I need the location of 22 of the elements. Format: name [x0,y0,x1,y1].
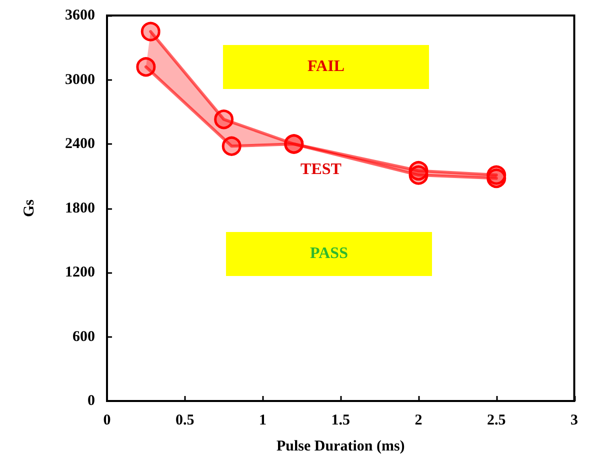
y-tick-label: 2400 [65,136,95,152]
x-tick-label: 0.5 [176,412,194,428]
x-tick-label: 2 [414,412,422,428]
y-tick-label: 1800 [65,200,95,216]
x-tick-label: 0 [103,412,111,428]
annotation: TEST [300,161,342,178]
y-tick-label: 600 [72,328,95,345]
x-axis-title: Pulse Duration (ms) [276,438,405,454]
point [486,168,506,188]
x-tick-label: 1 [259,412,266,428]
y-tick-label: 3600 [65,8,95,24]
highlight-box: PASS [226,232,432,276]
y-tick-label: 0 [88,393,95,409]
y-tick-label: 1200 [65,264,95,280]
y-tick-label: 3000 [65,72,95,88]
x-tick-label: 1.5 [331,412,350,428]
annotation: PASS [310,245,348,263]
annotation: FAIL [307,58,345,76]
highlight-box: FAIL [223,45,429,89]
x-tick-label: 3 [570,412,578,428]
y-axis-title: Gs [22,199,38,218]
x-tick-label: 2.5 [487,412,506,428]
